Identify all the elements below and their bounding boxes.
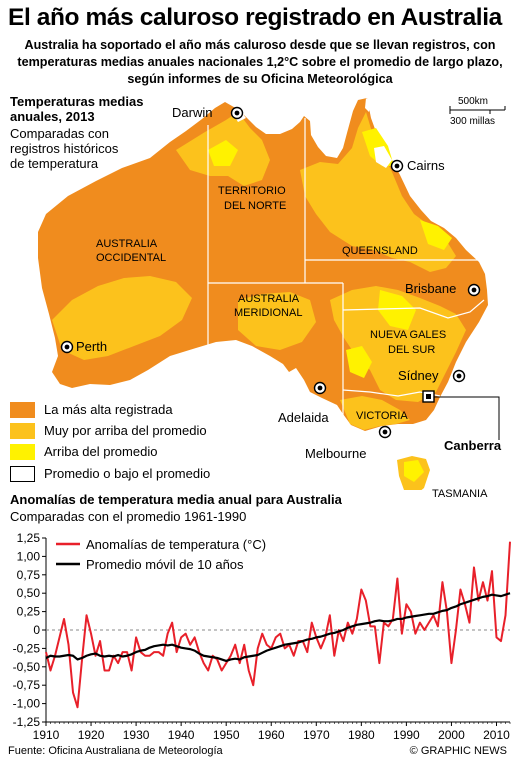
- chart-heading: Anomalías de temperatura media anual par…: [10, 492, 342, 507]
- x-tick-label: 2010: [483, 728, 510, 742]
- city-brisbane: Brisbane: [405, 281, 457, 296]
- y-tick-label: 1,00: [17, 549, 41, 563]
- state-borders: [207, 118, 486, 425]
- x-tick-label: 1970: [303, 728, 330, 742]
- city-markers: [60, 106, 500, 440]
- region-vic: VICTORIA: [356, 410, 408, 422]
- footer-source: Fuente: Oficina Australiana de Meteorolo…: [8, 745, 223, 757]
- legend-label: Arriba del promedio: [44, 444, 158, 459]
- legend-swatch: [10, 423, 35, 439]
- map-subheading: Comparadas con registros históricos de t…: [10, 126, 119, 171]
- region-sa-1: AUSTRALIA: [238, 293, 300, 305]
- anomaly-series-line: [45, 541, 511, 709]
- scale-bar: [449, 106, 506, 114]
- sydney-marker: [452, 369, 466, 383]
- city-adelaida: Adelaida: [278, 410, 329, 425]
- legend-label: La más alta registrada: [44, 402, 173, 417]
- y-axis: 1,25 1,00 0,75 0,50 0,25 0 -0,25 -0,50 -0,75 -1,0…: [13, 531, 47, 729]
- region-tas: TASMANIA: [432, 488, 488, 500]
- moving-average-line: [45, 592, 511, 663]
- x-tick-label: 1920: [78, 728, 105, 742]
- x-tick-label: 1990: [393, 728, 420, 742]
- footer-credit: © GRAPHIC NEWS: [409, 745, 507, 757]
- x-tick-label: 1960: [258, 728, 285, 742]
- legend-label: Promedio móvil de 10 años: [86, 557, 244, 572]
- region-nt-2: DEL NORTE: [224, 200, 287, 212]
- legend-label: Muy por arriba del promedio: [44, 423, 207, 438]
- x-tick-label: 1930: [123, 728, 150, 742]
- melbourne-marker: [378, 425, 392, 439]
- x-tick-label: 2000: [438, 728, 465, 742]
- chart-subheading: Comparadas con el promedio 1961-1990: [10, 509, 247, 524]
- legend-swatch: [10, 466, 35, 482]
- region-wa-2: OCCIDENTAL: [96, 252, 167, 264]
- x-axis: 1910 1920 1930 1940 1950 1960 1970 1980 1990 2000…: [33, 721, 511, 742]
- city-cairns: Cairns: [407, 158, 445, 173]
- legend-label: Promedio o bajo el promedio: [44, 466, 211, 481]
- page-title: El año más caluroso registrado en Austra…: [8, 4, 502, 31]
- scale-km: 500km: [458, 96, 489, 107]
- legend-label: Anomalías de temperatura (°C): [86, 537, 266, 552]
- region-wa-1: AUSTRALIA: [96, 238, 158, 250]
- city-canberra: Canberra: [444, 438, 502, 453]
- anomaly-chart: 1,25 1,00 0,75 0,50 0,25 0 -0,25 -0,50 -0,75 -1,0…: [13, 531, 511, 742]
- y-tick-label: -1,25: [13, 715, 41, 729]
- darwin-marker: [230, 106, 244, 120]
- city-perth: Perth: [76, 339, 108, 354]
- y-tick-label: 0: [33, 623, 40, 637]
- canberra-marker: [422, 390, 435, 403]
- city-darwin: Darwin: [172, 105, 213, 120]
- city-melbourne: Melbourne: [305, 446, 367, 461]
- chart-legend: Anomalías de temperatura (°C) Promedio mó…: [56, 537, 266, 572]
- adelaida-marker: [313, 381, 327, 395]
- region-nsw-1: NUEVA GALES: [370, 329, 447, 341]
- y-tick-label: 1,25: [17, 531, 41, 545]
- legend-swatch: [10, 402, 35, 418]
- x-tick-label: 1950: [213, 728, 240, 742]
- y-tick-label: -1,00: [13, 697, 41, 711]
- very-above-average-zones: [52, 112, 466, 430]
- map-heading: Temperaturas medias anuales, 2013: [10, 94, 144, 124]
- chart-lines: [45, 541, 511, 709]
- above-average-zones: [208, 128, 452, 482]
- x-tick-label: 1940: [168, 728, 195, 742]
- y-tick-label: 0,50: [17, 586, 41, 600]
- perth-marker: [60, 340, 74, 354]
- brisbane-marker: [467, 283, 481, 297]
- y-tick-label: 0,75: [17, 568, 41, 582]
- y-tick-label: -0,50: [13, 660, 41, 674]
- region-qld: QUEENSLAND: [342, 245, 418, 257]
- cairns-marker: [390, 159, 404, 173]
- y-tick-label: -0,75: [13, 678, 41, 692]
- page-subtitle: Australia ha soportado el año más caluro…: [17, 38, 503, 86]
- region-nsw-2: DEL SUR: [388, 344, 436, 356]
- temperature-map: [0, 90, 515, 496]
- y-tick-label: -0,25: [13, 641, 41, 655]
- scale-mi: 300 millas: [450, 116, 496, 127]
- legend-swatch: [10, 444, 35, 460]
- region-sa-2: MERIDIONAL: [234, 307, 303, 319]
- y-tick-label: 0,25: [17, 605, 41, 619]
- city-sydney: Sídney: [398, 368, 439, 383]
- map-legend: La más alta registrada Muy por arriba de…: [10, 400, 250, 490]
- region-nt-1: TERRITORIO: [218, 185, 286, 197]
- x-tick-label: 1910: [33, 728, 60, 742]
- australia-map-svg: [38, 98, 506, 496]
- x-tick-label: 1980: [348, 728, 375, 742]
